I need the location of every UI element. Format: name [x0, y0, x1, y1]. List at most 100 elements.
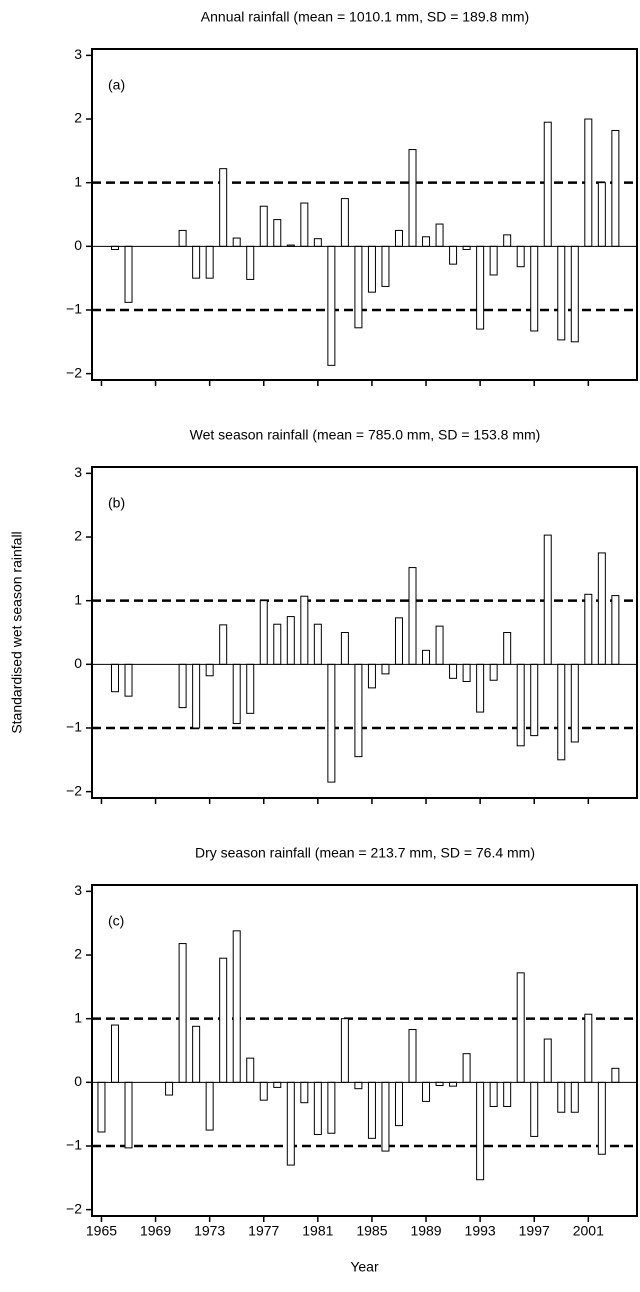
bar [422, 649, 431, 665]
bar [124, 1081, 133, 1149]
bar [570, 1081, 579, 1113]
bar [327, 1081, 336, 1134]
bar [259, 1081, 268, 1101]
x-tick-label: 1969 [140, 1223, 171, 1239]
bar [313, 623, 322, 665]
y-tick-label: 2 [74, 528, 82, 544]
x-axis-label: Year [350, 1259, 379, 1275]
bar [340, 1018, 349, 1083]
bar [611, 129, 620, 247]
bar [462, 663, 471, 683]
bar [503, 234, 512, 247]
bar [516, 245, 525, 268]
bar [327, 663, 336, 783]
bar [489, 245, 498, 276]
bar [192, 1025, 201, 1083]
y-tick-label: −1 [66, 301, 82, 317]
bar [449, 245, 458, 265]
bar [489, 1081, 498, 1108]
bar [219, 957, 228, 1083]
x-tick-label: 1989 [410, 1223, 441, 1239]
bar [435, 223, 444, 247]
bar [259, 600, 268, 665]
bar [611, 595, 620, 665]
bar [394, 617, 403, 665]
bar [192, 663, 201, 729]
bar [381, 245, 390, 287]
bar [354, 245, 363, 329]
x-tick-label: 1977 [248, 1223, 279, 1239]
bar [340, 198, 349, 247]
x-tick-label: 1997 [519, 1223, 550, 1239]
bar [449, 1081, 458, 1087]
bar [489, 663, 498, 681]
bar [205, 663, 214, 677]
bar [367, 245, 376, 293]
bar [178, 229, 187, 247]
bar [476, 1081, 485, 1181]
bar [178, 663, 187, 709]
bar [394, 229, 403, 247]
bar [110, 663, 119, 693]
bar [259, 205, 268, 247]
plot-frame [91, 884, 638, 1217]
panel-title: Dry season rainfall (mean = 213.7 mm, SD… [195, 845, 535, 861]
bar [435, 625, 444, 665]
bar [273, 219, 282, 247]
bar [597, 1081, 606, 1155]
bar [570, 663, 579, 743]
bar [313, 1081, 322, 1136]
bar [300, 202, 309, 247]
y-tick-label: 1 [74, 1009, 82, 1025]
bar [367, 1081, 376, 1139]
panel: Wet season rainfall (mean = 785.0 mm, SD… [9, 427, 638, 804]
bar [313, 238, 322, 247]
bar [611, 1067, 620, 1083]
y-tick-label: 2 [74, 946, 82, 962]
bar [530, 663, 539, 737]
panel-title: Wet season rainfall (mean = 785.0 mm, SD… [190, 427, 541, 443]
bar [124, 663, 133, 697]
bar [516, 663, 525, 747]
y-tick-label: 3 [74, 46, 82, 62]
y-tick-label: −1 [66, 1137, 82, 1153]
bar [557, 245, 566, 341]
bar [232, 663, 241, 725]
bar [422, 1081, 431, 1102]
bar [124, 245, 133, 303]
bar [205, 245, 214, 279]
bar [516, 972, 525, 1083]
bar [462, 1053, 471, 1083]
bar [165, 1081, 174, 1096]
bar [408, 149, 417, 247]
bar [530, 1081, 539, 1137]
bar [476, 663, 485, 713]
bar [422, 236, 431, 247]
y-tick-label: −2 [66, 1200, 82, 1216]
bar [381, 1081, 390, 1152]
bar [192, 245, 201, 279]
bar [367, 663, 376, 689]
bar [381, 663, 390, 675]
x-tick-label: 1985 [356, 1223, 387, 1239]
bar [557, 1081, 566, 1113]
bar [408, 567, 417, 665]
panel-title: Annual rainfall (mean = 1010.1 mm, SD = … [201, 9, 529, 25]
bar [286, 616, 295, 665]
x-tick-label: 1965 [86, 1223, 117, 1239]
bar [476, 245, 485, 330]
bar [543, 121, 552, 247]
bar [219, 168, 228, 247]
plot-frame [91, 466, 638, 799]
x-tick-label: 1973 [194, 1223, 225, 1239]
panel-label: (a) [108, 77, 125, 93]
bar [219, 624, 228, 665]
bar [354, 1081, 363, 1090]
bar [246, 663, 255, 714]
bar [178, 943, 187, 1083]
bar [300, 1081, 309, 1104]
bar [340, 632, 349, 665]
y-tick-label: 0 [74, 1073, 82, 1089]
y-tick-label: 2 [74, 110, 82, 126]
